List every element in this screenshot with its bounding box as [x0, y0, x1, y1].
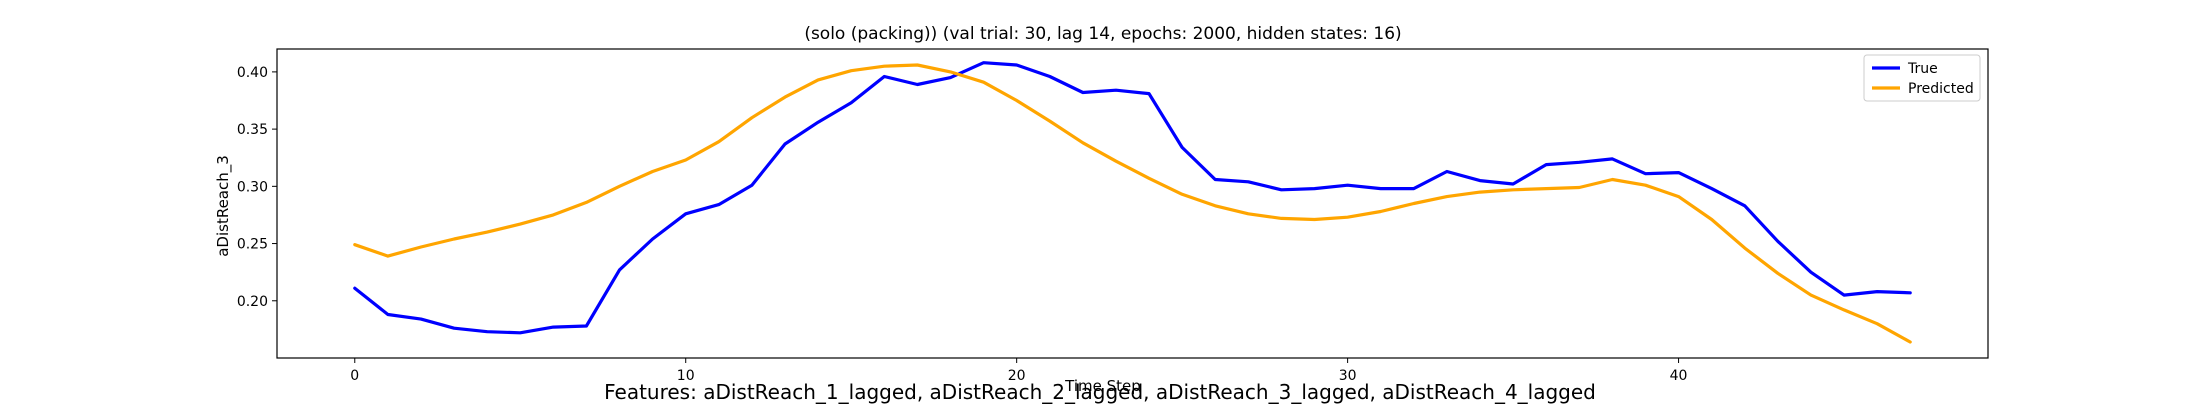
x-tick-label: 20 [1008, 368, 1026, 384]
y-axis-label: aDistReach_3 [214, 155, 233, 257]
y-tick-label: 0.25 [237, 237, 268, 253]
plot-frame [276, 48, 1989, 359]
plot-area [276, 48, 1989, 359]
x-tick-label: 10 [677, 368, 695, 384]
x-tick-label: 30 [1339, 368, 1357, 384]
series-line-true [353, 61, 1912, 335]
y-tick-label: 0.20 [237, 294, 268, 310]
x-axis-ticks: 0 10 20 30 40 [350, 358, 1687, 384]
y-tick-label: 0.30 [237, 179, 268, 195]
chart-title: (solo (packing)) (val trial: 30, lag 14,… [804, 24, 1401, 44]
x-tick-label: 0 [350, 368, 359, 384]
legend: True Predicted [1863, 54, 1981, 102]
y-tick-label: 0.35 [237, 122, 268, 138]
series-layer [353, 61, 1912, 344]
y-axis-ticks: 0.20 0.25 0.30 0.35 0.40 [237, 65, 277, 310]
legend-label: True [1907, 61, 1938, 77]
series-line-predicted [353, 63, 1912, 344]
x-tick-label: 40 [1670, 368, 1688, 384]
legend-label: Predicted [1908, 81, 1974, 97]
features-caption: Features: aDistReach_1_lagged, aDistReac… [604, 380, 1596, 404]
y-tick-label: 0.40 [237, 65, 268, 81]
x-axis-label: Time Step [1064, 377, 1141, 395]
